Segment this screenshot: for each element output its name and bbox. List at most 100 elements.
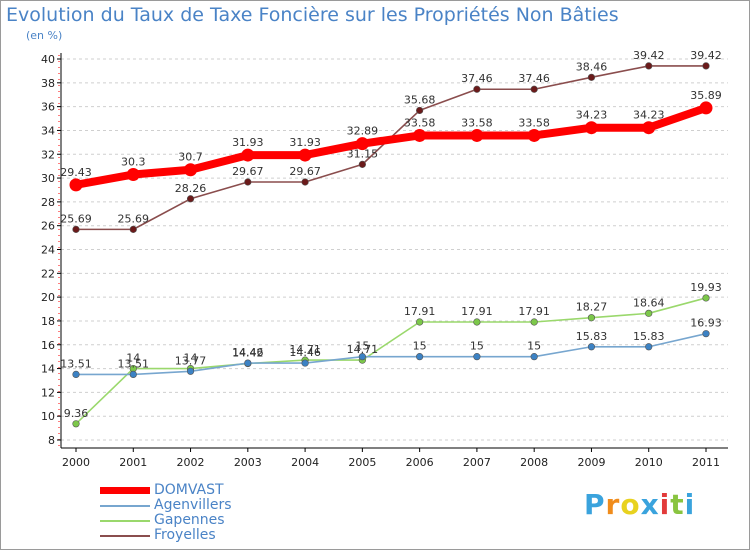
y-tick-label: 36 [41,101,55,114]
data-label: 14.46 [289,346,321,359]
data-point [645,343,653,351]
x-tick-label: 2002 [177,456,205,469]
data-label: 17.91 [461,305,493,318]
data-point [473,353,481,361]
y-tick-label: 28 [41,196,55,209]
data-label: 15 [413,340,427,353]
data-point [72,420,80,428]
data-label: 37.46 [518,72,550,85]
legend-swatch [100,520,150,522]
logo-letter: t [670,488,685,521]
x-tick-label: 2006 [406,456,434,469]
data-point [473,318,481,326]
series-line [72,103,710,189]
data-point [355,137,369,151]
logo-letter: i [684,488,696,521]
data-label: 35.68 [404,93,436,106]
data-point [301,178,309,186]
data-point [72,225,80,233]
legend-swatch [100,535,150,537]
data-point [244,359,252,367]
legend-swatch [100,487,150,494]
data-label: 19.93 [690,281,722,294]
data-label: 30.7 [178,151,203,164]
data-label: 13.77 [175,354,207,367]
data-label: 18.27 [576,301,608,314]
data-point [301,359,309,367]
series-domvast: 29.43 30.3 30.7 31.93 31.93 32.89 33.58 33.58 33… [60,89,722,192]
y-tick-label: 32 [41,148,55,161]
data-label: 30.3 [121,155,146,168]
data-point [587,314,596,322]
data-label: 37.46 [461,72,493,85]
data-label: 39.42 [690,49,722,62]
data-point [470,128,484,142]
data-point [702,330,710,338]
data-label: 17.91 [404,305,436,318]
data-point [358,160,366,168]
legend-swatch [100,505,150,507]
data-label: 39.42 [633,49,665,62]
chart-title: Evolution du Taux de Taxe Foncière sur l… [6,4,619,26]
data-label: 35.89 [690,89,722,102]
series-agenvillers: 13.51 13.51 13.77 14.46 14.46 15 15 15 15 15.83 15… [60,317,722,378]
y-tick-label: 22 [41,267,55,280]
legend-label: DOMVAST [154,482,224,498]
series-line [75,297,707,425]
data-label: 28.26 [175,182,207,195]
y-tick-label: 8 [48,434,55,447]
data-point [702,294,710,302]
proxiti-logo: Proxiti [584,488,695,521]
data-label: 14 [126,352,140,365]
data-label: 9.36 [64,407,89,420]
data-label: 15 [355,340,369,353]
logo-letter: x [640,488,660,521]
logo-letter: P [584,488,606,521]
data-label: 31.15 [347,147,379,160]
data-label: 18.64 [633,296,665,309]
data-point [69,178,83,192]
legend-label: Gapennes [154,512,225,528]
x-tick-label: 2003 [234,456,262,469]
data-point [416,353,424,361]
y-tick-label: 24 [41,244,55,257]
data-point [358,353,366,361]
data-label: 31.93 [289,136,321,149]
data-label: 29.67 [232,165,264,178]
data-label: 29.43 [60,166,92,179]
data-label: 25.69 [60,212,92,225]
data-point [530,85,538,93]
data-point [702,62,710,70]
data-label: 13.51 [60,357,92,370]
data-point [72,370,80,378]
x-tick-label: 2001 [119,456,147,469]
y-tick-label: 38 [41,77,55,90]
data-label: 15.83 [576,330,608,343]
data-label: 34.23 [576,109,608,122]
data-point [186,367,195,375]
data-label: 32.89 [347,125,379,138]
data-point [642,121,656,135]
data-point [298,148,312,162]
data-label: 29.67 [289,165,321,178]
data-label: 33.58 [461,116,493,129]
series-line [75,332,707,376]
x-tick-label: 2011 [692,456,720,469]
data-label: 31.93 [232,136,264,149]
data-point [587,73,596,81]
data-label: 38.46 [576,60,608,73]
y-tick-label: 40 [41,53,55,66]
data-label: 14 [184,352,198,365]
data-label: 14.71 [347,343,379,356]
x-tick-label: 2010 [635,456,663,469]
data-label: 17.91 [518,305,550,318]
data-point [416,318,424,326]
x-tick-label: 2000 [62,456,90,469]
y-tick-label: 16 [41,339,55,352]
legend-label: Agenvillers [154,497,232,513]
x-tick-label: 2008 [520,456,548,469]
y-tick-label: 30 [41,172,55,185]
data-point [584,121,598,135]
data-point [587,343,596,351]
